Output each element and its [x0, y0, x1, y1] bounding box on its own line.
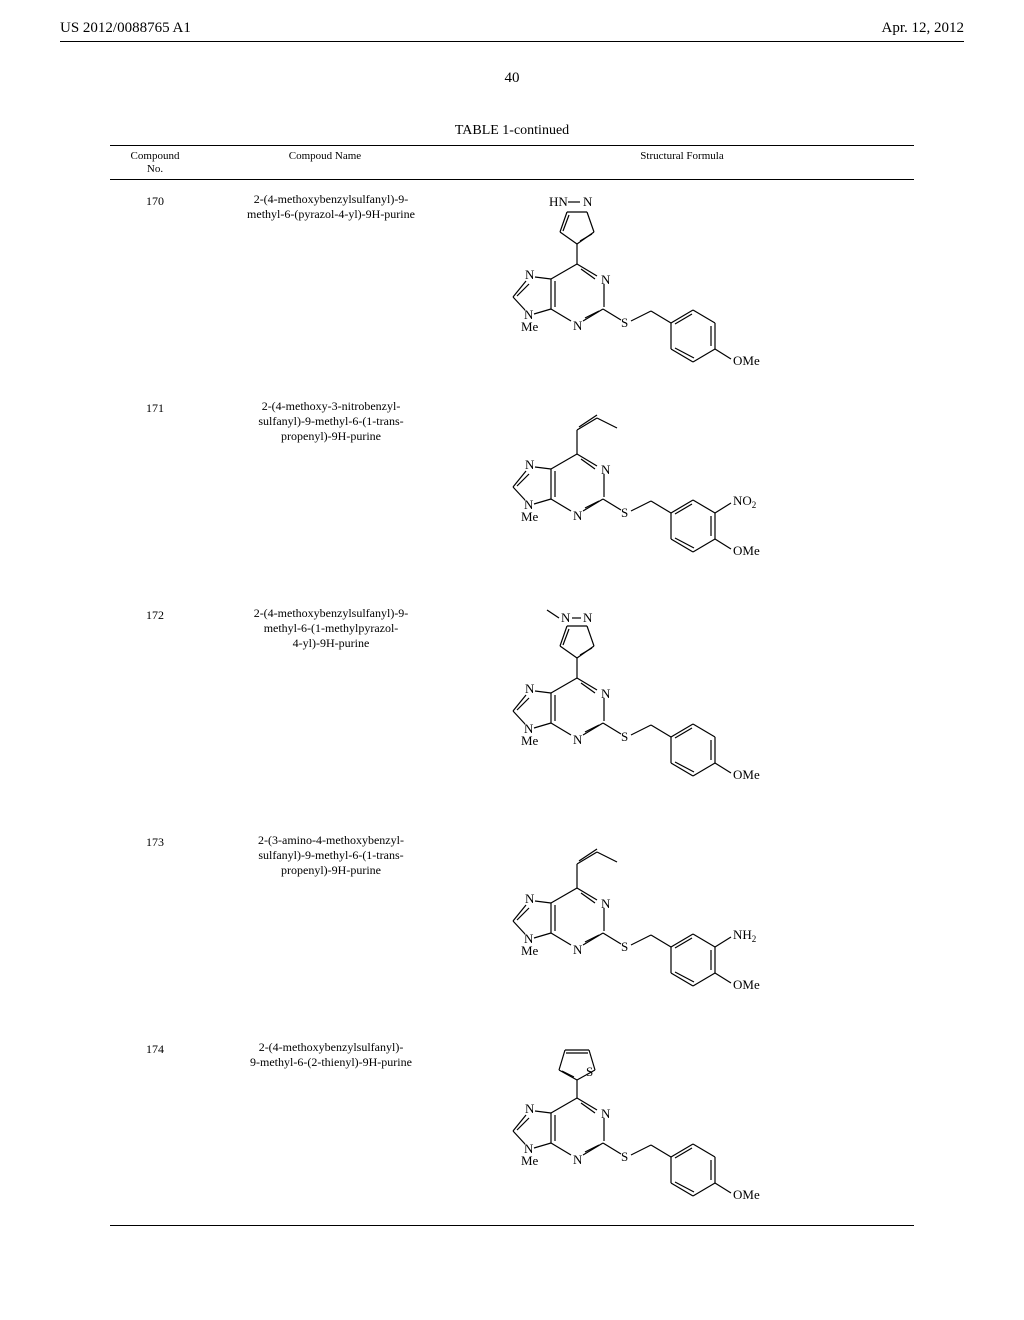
svg-text:NO2: NO2 — [733, 493, 756, 510]
svg-text:N: N — [573, 732, 583, 747]
structural-formula: NNNNMeSSOMe — [462, 1040, 914, 1225]
compound-name: 2-(3-amino-4-methoxybenzyl-sulfanyl)-9-m… — [200, 833, 462, 878]
header-divider — [60, 41, 964, 42]
svg-text:Me: Me — [521, 319, 539, 334]
svg-text:S: S — [621, 505, 628, 520]
table-header-row: Compound No. Compoud Name Structural For… — [110, 146, 914, 179]
structural-formula: NNNNMeSOMeNO2 — [462, 399, 914, 594]
compound-name: 2-(4-methoxybenzylsulfanyl)-9-methyl-6-(… — [200, 606, 462, 651]
table-row: 1732-(3-amino-4-methoxybenzyl-sulfanyl)-… — [110, 821, 914, 1028]
svg-text:S: S — [621, 939, 628, 954]
structure-svg: NNNNMeSOMeNO2 — [462, 399, 892, 594]
svg-text:S: S — [621, 729, 628, 744]
table-row: 1742-(4-methoxybenzylsulfanyl)-9-methyl-… — [110, 1028, 914, 1225]
structure-svg: NNNNMeSOMeNH2 — [462, 833, 892, 1028]
svg-text:OMe: OMe — [733, 353, 760, 368]
table-row: 1702-(4-methoxybenzylsulfanyl)-9-methyl-… — [110, 180, 914, 387]
svg-text:N: N — [561, 610, 571, 625]
svg-text:OMe: OMe — [733, 1187, 760, 1202]
svg-text:OMe: OMe — [733, 767, 760, 782]
svg-text:HN: HN — [549, 194, 568, 209]
svg-text:N: N — [525, 681, 535, 696]
svg-text:N: N — [525, 267, 535, 282]
svg-text:Me: Me — [521, 509, 539, 524]
compound-name: 2-(4-methoxybenzylsulfanyl)-9-methyl-6-(… — [200, 1040, 462, 1070]
col-header-number-l1: Compound — [131, 150, 180, 162]
svg-text:S: S — [621, 315, 628, 330]
svg-text:N: N — [601, 1106, 611, 1121]
structural-formula: NNNNMeHNNSOMe — [462, 192, 914, 387]
svg-text:NH2: NH2 — [733, 927, 756, 944]
svg-text:N: N — [573, 508, 583, 523]
svg-text:Me: Me — [521, 1153, 539, 1168]
structural-formula: NNNNMeSOMeNH2 — [462, 833, 914, 1028]
compound-number: 173 — [110, 833, 200, 850]
col-header-number: Compound No. — [110, 150, 200, 175]
publication-number: US 2012/0088765 A1 — [60, 20, 191, 37]
structure-svg: NNNNMeSSOMe — [462, 1040, 892, 1225]
structure-svg: NNNNMeNNSOMe — [462, 606, 892, 821]
col-header-number-l2: No. — [147, 163, 163, 175]
svg-text:N: N — [573, 318, 583, 333]
svg-text:N: N — [601, 686, 611, 701]
compound-number: 174 — [110, 1040, 200, 1057]
table-caption: TABLE 1-continued — [0, 123, 1024, 139]
svg-text:N: N — [573, 942, 583, 957]
svg-text:Me: Me — [521, 943, 539, 958]
svg-text:N: N — [601, 462, 611, 477]
svg-text:N: N — [583, 194, 593, 209]
col-header-name: Compoud Name — [200, 150, 450, 175]
svg-text:N: N — [573, 1152, 583, 1167]
svg-text:S: S — [586, 1064, 593, 1079]
svg-text:N: N — [601, 896, 611, 911]
svg-text:OMe: OMe — [733, 543, 760, 558]
structural-formula: NNNNMeNNSOMe — [462, 606, 914, 821]
compound-number: 170 — [110, 192, 200, 209]
svg-text:N: N — [525, 1101, 535, 1116]
compound-number: 171 — [110, 399, 200, 416]
compound-table: Compound No. Compoud Name Structural For… — [110, 145, 914, 1226]
structure-svg: NNNNMeHNNSOMe — [462, 192, 892, 387]
table-bottom-rule — [110, 1225, 914, 1226]
svg-text:N: N — [525, 891, 535, 906]
compound-name: 2-(4-methoxybenzylsulfanyl)-9-methyl-6-(… — [200, 192, 462, 222]
table-row: 1722-(4-methoxybenzylsulfanyl)-9-methyl-… — [110, 594, 914, 821]
col-header-formula: Structural Formula — [450, 150, 914, 175]
svg-text:N: N — [525, 457, 535, 472]
svg-text:N: N — [601, 272, 611, 287]
page-number: 40 — [0, 70, 1024, 87]
compound-name: 2-(4-methoxy-3-nitrobenzyl-sulfanyl)-9-m… — [200, 399, 462, 444]
publication-date: Apr. 12, 2012 — [882, 20, 965, 37]
svg-text:Me: Me — [521, 733, 539, 748]
svg-text:OMe: OMe — [733, 977, 760, 992]
svg-text:S: S — [621, 1149, 628, 1164]
svg-text:N: N — [583, 610, 593, 625]
compound-number: 172 — [110, 606, 200, 623]
table-row: 1712-(4-methoxy-3-nitrobenzyl-sulfanyl)-… — [110, 387, 914, 594]
